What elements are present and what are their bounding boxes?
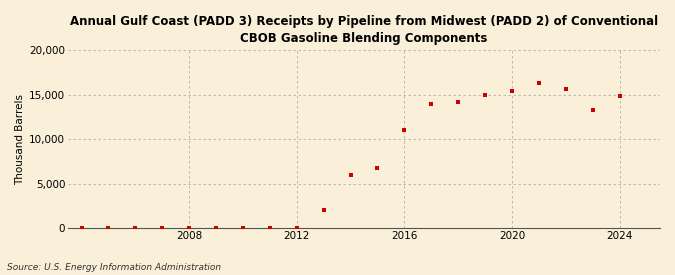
Title: Annual Gulf Coast (PADD 3) Receipts by Pipeline from Midwest (PADD 2) of Convent: Annual Gulf Coast (PADD 3) Receipts by P…: [70, 15, 658, 45]
Point: [372, 165, 383, 170]
Point: [480, 93, 491, 97]
Point: [507, 89, 518, 94]
Point: [426, 101, 437, 106]
Point: [399, 128, 410, 133]
Text: Source: U.S. Energy Information Administration: Source: U.S. Energy Information Administ…: [7, 263, 221, 272]
Point: [453, 100, 464, 104]
Point: [319, 208, 329, 212]
Point: [265, 225, 275, 230]
Point: [345, 172, 356, 177]
Point: [184, 225, 194, 230]
Point: [560, 86, 571, 91]
Point: [76, 226, 87, 230]
Point: [103, 226, 114, 230]
Point: [211, 226, 221, 230]
Y-axis label: Thousand Barrels: Thousand Barrels: [15, 94, 25, 185]
Point: [533, 81, 544, 86]
Point: [292, 226, 302, 230]
Point: [587, 108, 598, 112]
Point: [130, 226, 140, 230]
Point: [238, 225, 248, 230]
Point: [614, 94, 625, 98]
Point: [157, 226, 167, 230]
